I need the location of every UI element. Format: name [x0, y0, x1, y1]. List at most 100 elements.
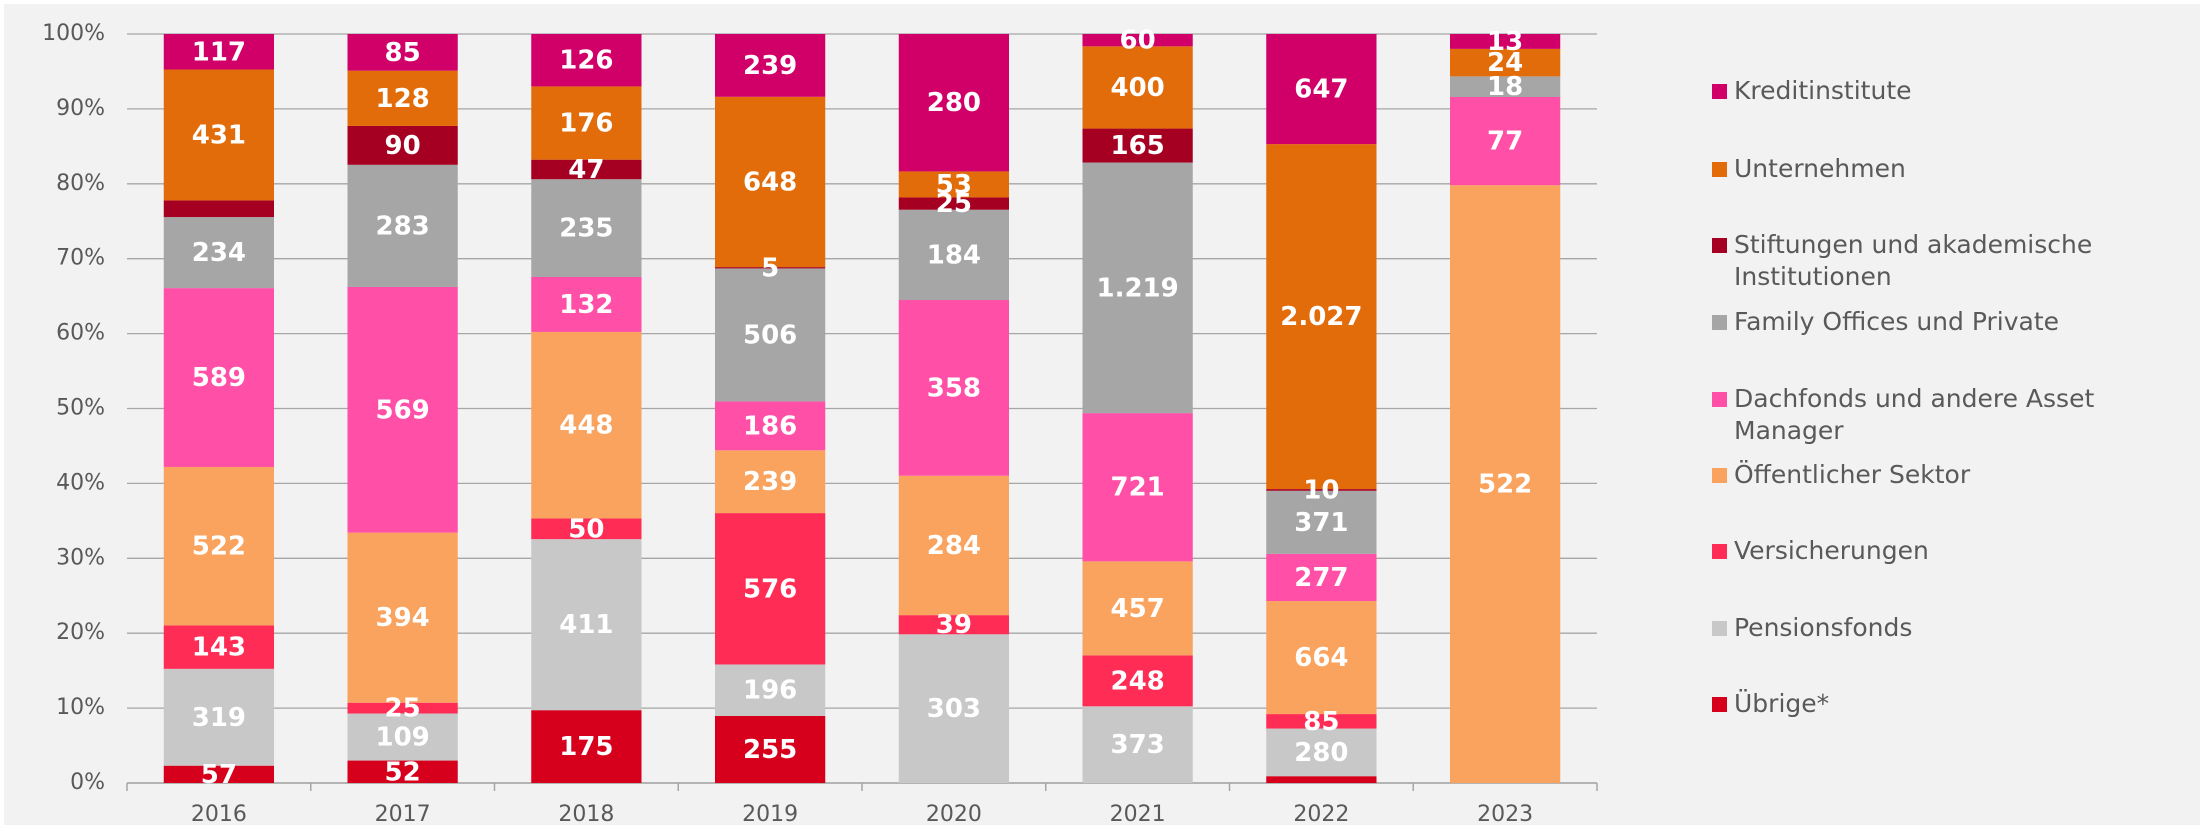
bar-segment	[715, 34, 826, 97]
y-tick-label: 50%	[56, 396, 105, 421]
bar-segment	[1450, 185, 1561, 783]
bar-segment	[347, 286, 458, 533]
legend-label: Pensionsfonds	[1734, 613, 1913, 642]
legend-label: Dachfonds und andere Asset Manager	[1734, 384, 2095, 445]
bar-segment	[531, 86, 642, 160]
legend-item: Dachfonds und andere Asset Manager	[1712, 383, 2182, 447]
bar-segment	[898, 475, 1009, 616]
y-tick-label: 80%	[56, 171, 105, 196]
data-label: 648	[743, 167, 797, 197]
data-label: 721	[1110, 473, 1164, 503]
legend-label: Unternehmen	[1734, 154, 1906, 183]
legend-swatch	[1712, 697, 1727, 712]
bar-segment	[1082, 413, 1193, 562]
data-label: 184	[927, 240, 981, 270]
data-label: 522	[1478, 470, 1532, 500]
data-label: 143	[192, 633, 246, 663]
bar-segment	[1266, 728, 1377, 777]
data-label: 319	[192, 703, 246, 733]
bar-segment	[1082, 128, 1193, 163]
data-label: 90	[385, 131, 421, 161]
bar-segment	[531, 159, 642, 180]
bar-segment	[1082, 561, 1193, 656]
data-label: 53	[936, 170, 972, 200]
bar-segment	[898, 615, 1009, 635]
x-tick-label: 2018	[558, 802, 614, 827]
bar-segment	[898, 171, 1009, 198]
data-label: 126	[559, 46, 613, 76]
bar-segment	[163, 668, 274, 766]
legend-item: Übrige*	[1712, 688, 2182, 720]
bar-segment	[1082, 162, 1193, 414]
bar-segment	[715, 715, 826, 783]
bar-segment	[1266, 34, 1377, 145]
bar-segment	[1266, 490, 1377, 554]
data-label: 255	[743, 735, 797, 765]
legend-label: Öffentlicher Sektor	[1734, 460, 1971, 489]
data-label: 358	[927, 373, 981, 403]
bar-segment	[163, 765, 274, 783]
legend-swatch	[1712, 468, 1727, 483]
legend-swatch	[1712, 544, 1727, 559]
bar-segment	[1450, 34, 1561, 49]
bar-segment	[1082, 655, 1193, 707]
data-label: 239	[743, 467, 797, 497]
legend-item: Stiftungen und akademische Institutionen	[1712, 229, 2182, 293]
data-label: 248	[1110, 666, 1164, 696]
bar-segment	[898, 300, 1009, 476]
data-label: 400	[1110, 73, 1164, 103]
legend-item: Kreditinstitute	[1712, 75, 2182, 107]
bar-segment	[1082, 46, 1193, 129]
bar-segment	[898, 634, 1009, 783]
data-label: 1.219	[1097, 273, 1179, 303]
data-label: 25	[385, 694, 421, 724]
data-label: 280	[1294, 738, 1348, 768]
y-tick-label: 40%	[56, 470, 105, 495]
x-tick-label: 2023	[1477, 802, 1533, 827]
legend-item: Pensionsfonds	[1712, 612, 2182, 644]
data-label: 506	[743, 320, 797, 350]
legend-label: Family Offices und Private	[1734, 307, 2059, 336]
data-label: 47	[568, 155, 604, 185]
data-label: 371	[1294, 508, 1348, 538]
data-label: 128	[375, 84, 429, 114]
y-tick-label: 30%	[56, 545, 105, 570]
legend-label: Kreditinstitute	[1734, 76, 1912, 105]
legend-swatch	[1712, 621, 1727, 636]
legend-item: Öffentlicher Sektor	[1712, 459, 2182, 491]
data-label: 522	[192, 532, 246, 562]
data-label: 25	[936, 189, 972, 219]
y-tick-label: 100%	[42, 21, 105, 46]
data-label: 239	[743, 51, 797, 81]
bar-segment	[1082, 706, 1193, 783]
bar-segment	[715, 401, 826, 451]
bar-segment	[715, 268, 826, 402]
data-label: 10	[1303, 475, 1339, 505]
y-tick-label: 0%	[70, 770, 105, 795]
bar-segment	[898, 197, 1009, 210]
bar-segment	[531, 710, 642, 783]
bar-segment	[531, 518, 642, 540]
bar-segment	[347, 702, 458, 714]
data-label: 165	[1110, 131, 1164, 161]
data-label: 457	[1110, 594, 1164, 624]
legend-label: Stiftungen und akademische Institutionen	[1734, 230, 2093, 291]
data-label: 664	[1294, 643, 1348, 673]
bar-segment	[1082, 34, 1193, 47]
bar-segment	[163, 200, 274, 218]
data-label: 24	[1487, 48, 1523, 78]
bar-segment	[347, 760, 458, 783]
data-label: 77	[1487, 127, 1523, 157]
bar-segment	[163, 34, 274, 70]
bar-segment	[715, 513, 826, 665]
bar-segment	[1450, 76, 1561, 97]
data-label: 13	[1487, 27, 1523, 57]
data-label: 448	[559, 411, 613, 441]
bar-segment	[1266, 489, 1377, 491]
bar-segment	[163, 288, 274, 467]
data-label: 85	[1303, 707, 1339, 737]
data-label: 57	[201, 760, 237, 790]
data-label: 117	[192, 37, 246, 67]
